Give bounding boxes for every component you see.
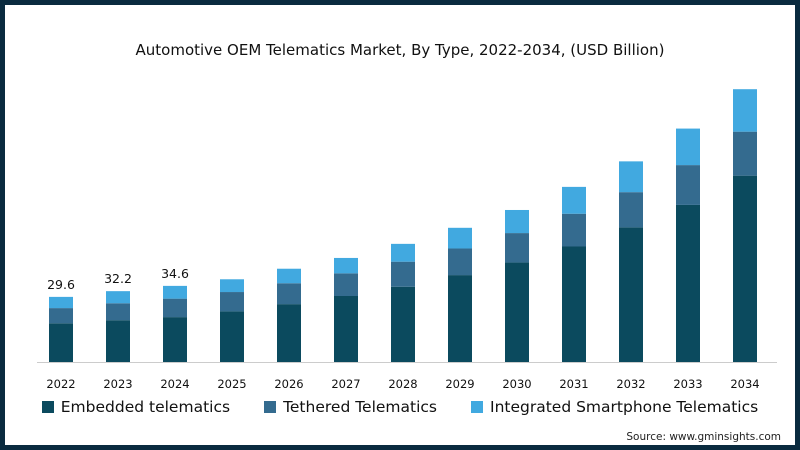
bar-2025-series-2 <box>220 279 244 293</box>
bar-2029-series-1 <box>448 248 472 276</box>
legend-swatch-integrated <box>471 401 483 413</box>
x-tick-label-2024: 2024 <box>160 377 189 391</box>
bar-2030-series-0 <box>505 262 529 362</box>
legend-label-integrated: Integrated Smartphone Telematics <box>490 398 759 416</box>
x-tick-label-2032: 2032 <box>616 377 645 391</box>
x-tick-label-2023: 2023 <box>103 377 132 391</box>
bar-2026-series-0 <box>277 304 301 362</box>
legend-swatch-embedded <box>41 401 54 413</box>
bar-2029-series-0 <box>448 275 472 362</box>
bar-2030-series-2 <box>505 209 529 234</box>
legend-item-embedded: Embedded telematics <box>41 398 231 416</box>
bar-2028-series-0 <box>391 286 415 362</box>
bar-2031-series-2 <box>562 186 586 214</box>
bar-2034-series-2 <box>733 89 757 132</box>
bar-2033-series-2 <box>676 128 700 166</box>
data-label-2022: 29.6 <box>47 277 75 292</box>
data-label-2024: 34.6 <box>161 266 189 281</box>
bar-2028-series-2 <box>391 243 415 262</box>
bar-2026-series-2 <box>277 268 301 284</box>
bar-2029-series-2 <box>448 227 472 249</box>
x-tick-label-2031: 2031 <box>559 377 588 391</box>
bar-2024-series-1 <box>163 298 187 318</box>
bar-2032-series-0 <box>619 227 643 362</box>
bar-2022-series-0 <box>49 323 73 362</box>
bar-2034-series-0 <box>733 175 757 362</box>
bar-2026-series-1 <box>277 283 301 305</box>
bar-2031-series-1 <box>562 213 586 247</box>
stacked-bar-chart: 2022 29.6 2023 32.2 2024 34.6 2025 2026 2027 2028… <box>37 89 777 391</box>
data-label-2023: 32.2 <box>104 271 132 286</box>
bar-2024-series-0 <box>163 317 187 362</box>
bar-2022-series-2 <box>49 296 73 309</box>
bar-2023-series-2 <box>106 291 130 304</box>
x-tick-label-2022: 2022 <box>46 377 75 391</box>
legend-label-embedded: Embedded telematics <box>60 398 231 416</box>
bar-2030-series-1 <box>505 233 529 263</box>
bar-2027-series-1 <box>334 273 358 296</box>
bar-2025-series-0 <box>220 311 244 362</box>
x-tick-label-2034: 2034 <box>730 377 759 391</box>
x-tick-label-2029: 2029 <box>445 377 474 391</box>
x-tick-label-2025: 2025 <box>217 377 246 391</box>
bar-2023-series-1 <box>106 303 130 321</box>
bar-2031-series-0 <box>562 246 586 362</box>
x-tick-label-2030: 2030 <box>502 377 531 391</box>
x-tick-label-2026: 2026 <box>274 377 303 391</box>
chart-legend: Embedded telematics Tethered Telematics … <box>5 398 795 416</box>
bar-2032-series-1 <box>619 192 643 228</box>
bar-2027-series-2 <box>334 257 358 274</box>
bar-2022-series-1 <box>49 308 73 324</box>
bar-2025-series-1 <box>220 292 244 312</box>
legend-label-tethered: Tethered Telematics <box>283 398 437 416</box>
x-tick-label-2027: 2027 <box>331 377 360 391</box>
x-tick-label-2033: 2033 <box>673 377 702 391</box>
bar-2027-series-0 <box>334 296 358 362</box>
legend-item-tethered: Tethered Telematics <box>264 398 437 416</box>
bar-2033-series-0 <box>676 204 700 362</box>
source-note: Source: www.gminsights.com <box>626 431 781 443</box>
legend-item-integrated: Integrated Smartphone Telematics <box>471 398 758 416</box>
bar-2034-series-1 <box>733 131 757 176</box>
chart-title: Automotive OEM Telematics Market, By Typ… <box>135 41 665 59</box>
bar-2023-series-0 <box>106 320 130 362</box>
bar-2024-series-2 <box>163 285 187 299</box>
bar-2033-series-1 <box>676 165 700 205</box>
bar-2032-series-2 <box>619 161 643 193</box>
x-tick-label-2028: 2028 <box>388 377 417 391</box>
bar-2028-series-1 <box>391 261 415 287</box>
legend-swatch-tethered <box>264 401 277 413</box>
